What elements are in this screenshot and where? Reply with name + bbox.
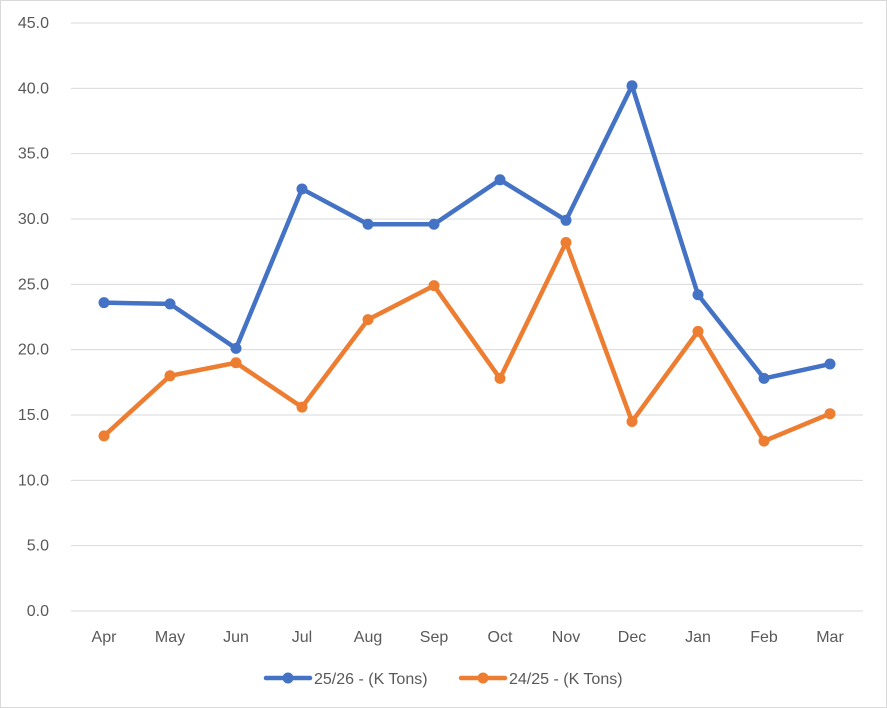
data-point [494, 174, 506, 186]
data-point [428, 280, 440, 292]
x-tick-label: Mar [816, 629, 844, 646]
x-axis-ticks: Apr May Jun Jul Aug Sep Oct Nov Dec Jan Feb Mar [92, 629, 845, 646]
y-tick-label: 10.0 [18, 472, 49, 489]
series-line [101, 83, 833, 381]
data-point [824, 408, 836, 420]
x-tick-label: Jul [292, 629, 312, 646]
data-point [230, 342, 242, 354]
legend-item: 25/26 - (K Tons) [263, 671, 428, 688]
legend-label: 25/26 - (K Tons) [314, 671, 428, 688]
y-tick-label: 15.0 [18, 407, 49, 424]
data-point [98, 430, 110, 442]
data-point [428, 218, 440, 230]
data-point [164, 370, 176, 382]
series-2 [98, 237, 836, 447]
y-tick-label: 30.0 [18, 211, 49, 228]
x-tick-label: Apr [92, 629, 118, 646]
series-line [101, 240, 833, 444]
y-tick-label: 5.0 [27, 538, 49, 555]
legend-swatch-marker [477, 672, 489, 684]
legend-label: 24/25 - (K Tons) [509, 671, 623, 688]
y-tick-label: 45.0 [18, 15, 49, 32]
y-tick-label: 35.0 [18, 146, 49, 163]
data-point [98, 297, 110, 309]
y-tick-label: 40.0 [18, 80, 49, 97]
y-axis-ticks: 0.0 5.0 10.0 15.0 20.0 25.0 30.0 35.0 40.0 45.0 [18, 15, 49, 620]
data-point [626, 416, 638, 428]
data-point [230, 357, 242, 369]
y-tick-label: 20.0 [18, 342, 49, 359]
x-tick-label: Oct [488, 629, 513, 646]
x-tick-label: Jan [685, 629, 711, 646]
series-1 [98, 80, 836, 384]
x-tick-label: Sep [420, 629, 449, 646]
legend-item: 24/25 - (K Tons) [458, 671, 623, 688]
x-tick-label: May [155, 629, 185, 646]
data-point [560, 214, 572, 226]
data-point [296, 183, 308, 195]
x-tick-label: Feb [750, 629, 778, 646]
data-point [362, 218, 374, 230]
data-point [494, 372, 506, 384]
data-point [758, 372, 770, 384]
data-point [560, 237, 572, 249]
y-tick-label: 0.0 [27, 603, 49, 620]
gridlines [71, 22, 863, 612]
x-tick-label: Dec [618, 629, 646, 646]
data-point [164, 298, 176, 310]
x-tick-label: Aug [354, 629, 382, 646]
data-point [296, 401, 308, 413]
series-layer [98, 80, 836, 447]
x-tick-label: Nov [552, 629, 580, 646]
data-point [692, 325, 704, 337]
legend: 25/26 - (K Tons) 24/25 - (K Tons) [263, 671, 623, 688]
data-point [824, 358, 836, 370]
legend-swatch-marker [282, 672, 294, 684]
data-point [758, 435, 770, 447]
data-point [362, 314, 374, 326]
data-point [692, 289, 704, 301]
x-tick-label: Jun [223, 629, 249, 646]
data-point [626, 80, 638, 92]
y-tick-label: 25.0 [18, 276, 49, 293]
